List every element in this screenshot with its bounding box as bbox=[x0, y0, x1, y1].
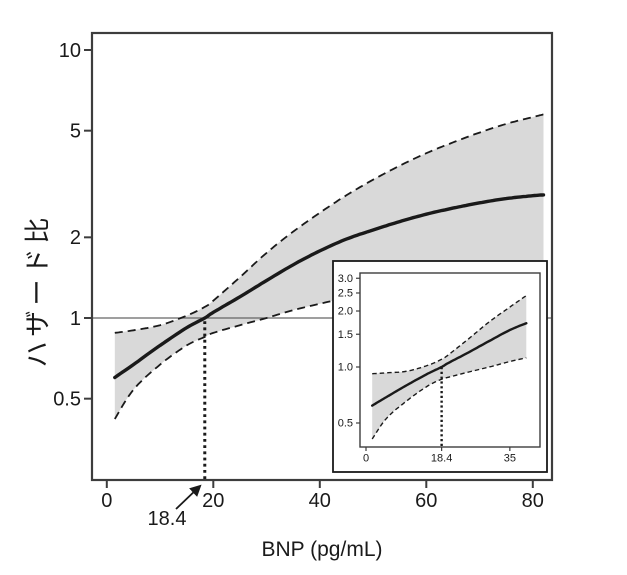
main-chart: 10 5 2 1 0.5 0 20 40 60 80 bbox=[53, 31, 554, 512]
threshold-annotation: 18.4 bbox=[147, 508, 187, 530]
y-tick-label: 3.0 bbox=[338, 273, 353, 285]
y-tick-label: 1 bbox=[70, 308, 81, 330]
hazard-ratio-curve bbox=[113, 193, 546, 380]
y-tick-label: 0.5 bbox=[53, 388, 81, 410]
x-tick-label: 35 bbox=[504, 452, 516, 464]
upper-ci-curve bbox=[372, 295, 527, 375]
x-tick-label: 20 bbox=[202, 490, 224, 512]
y-tick-label: 0.5 bbox=[338, 418, 353, 430]
x-tick-label: 18.4 bbox=[431, 452, 452, 464]
confidence-band bbox=[372, 295, 527, 439]
plot-frame bbox=[359, 272, 541, 448]
annotation-arrow bbox=[175, 484, 202, 510]
x-tick-label: 80 bbox=[522, 490, 544, 512]
x-tick-label: 0 bbox=[363, 452, 369, 464]
y-tick-label: 1.0 bbox=[338, 362, 353, 374]
x-tick-label: 60 bbox=[415, 490, 437, 512]
y-tick-label: 2.0 bbox=[338, 306, 353, 318]
lower-ci-curve bbox=[371, 357, 527, 440]
y-tick-label: 2.5 bbox=[338, 288, 353, 300]
y-axis-title: ハザード比 bbox=[22, 212, 53, 368]
x-axis-title: BNP (pg/mL) bbox=[261, 538, 383, 561]
plot-frame bbox=[90, 31, 554, 482]
y-tick-label: 2 bbox=[70, 227, 81, 249]
upper-ci-curve bbox=[114, 113, 544, 334]
confidence-band bbox=[114, 114, 544, 420]
y-tick-label: 5 bbox=[70, 120, 81, 142]
x-tick-label: 0 bbox=[101, 490, 112, 512]
y-tick-label: 1.5 bbox=[338, 329, 353, 341]
hazard-ratio-curve bbox=[371, 322, 528, 407]
inset-chart: 3.0 2.5 2.0 1.5 1.0 0.5 0 18.4 35 bbox=[332, 260, 548, 473]
x-tick-label: 40 bbox=[309, 490, 331, 512]
y-tick-label: 10 bbox=[59, 40, 81, 62]
